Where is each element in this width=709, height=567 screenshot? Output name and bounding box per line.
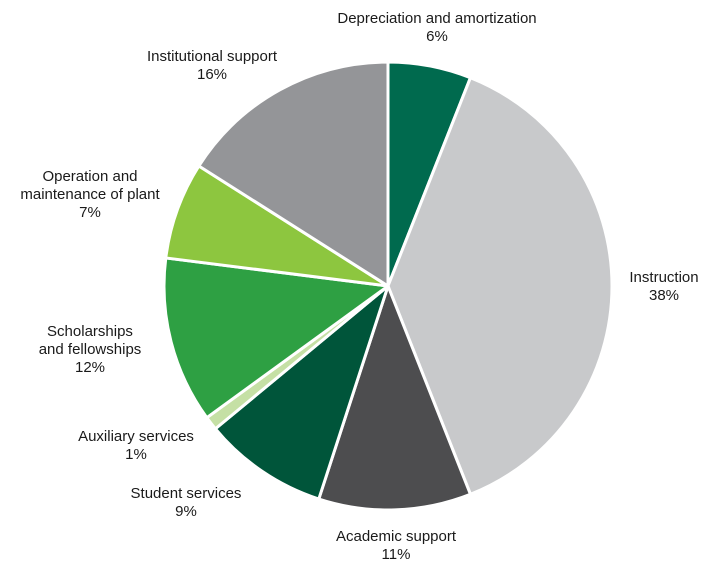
slice-label-3: Academic support 11%: [336, 528, 457, 563]
slice-label-line: and fellowships: [39, 341, 142, 358]
slice-label-line: Institutional support: [147, 48, 278, 65]
slice-value-label: 38%: [649, 287, 679, 304]
slice-value-label: 11%: [382, 546, 411, 563]
slice-label-line: Instruction: [629, 269, 698, 286]
slice-value-label: 16%: [197, 66, 227, 83]
pie-slice-4: [213, 284, 390, 501]
slice-label-line: maintenance of plant: [20, 186, 160, 203]
pie-slice-2: [386, 76, 614, 496]
slice-label-5: Auxiliary services 1%: [78, 428, 194, 463]
slice-label-4: Student services 9%: [131, 485, 242, 520]
slice-label-line: Operation and: [42, 168, 137, 185]
slice-label-8: Institutional support 16%: [147, 48, 278, 83]
pie-slice-3: [317, 284, 472, 512]
slice-label-2: Instruction 38%: [629, 269, 698, 304]
slice-label-line: Scholarships: [47, 323, 133, 340]
pie-slice-6: [162, 256, 390, 420]
slice-value-label: 12%: [75, 359, 105, 376]
pie-slice-8: [197, 60, 390, 288]
slice-label-line: Academic support: [336, 528, 457, 545]
slice-label-line: Depreciation and amortization: [337, 10, 536, 27]
slice-value-label: 9%: [175, 503, 197, 520]
slice-value-label: 1%: [125, 446, 147, 463]
slice-label-1: Depreciation and amortization 6%: [337, 10, 536, 45]
slice-label-6: Scholarships and fellowships 12%: [39, 323, 142, 376]
slice-label-line: Student services: [131, 485, 242, 502]
slice-label-line: Auxiliary services: [78, 428, 194, 445]
slice-label-7: Operation and maintenance of plant 7%: [20, 168, 160, 221]
slice-value-label: 6%: [426, 28, 448, 45]
slice-value-label: 7%: [79, 204, 101, 221]
